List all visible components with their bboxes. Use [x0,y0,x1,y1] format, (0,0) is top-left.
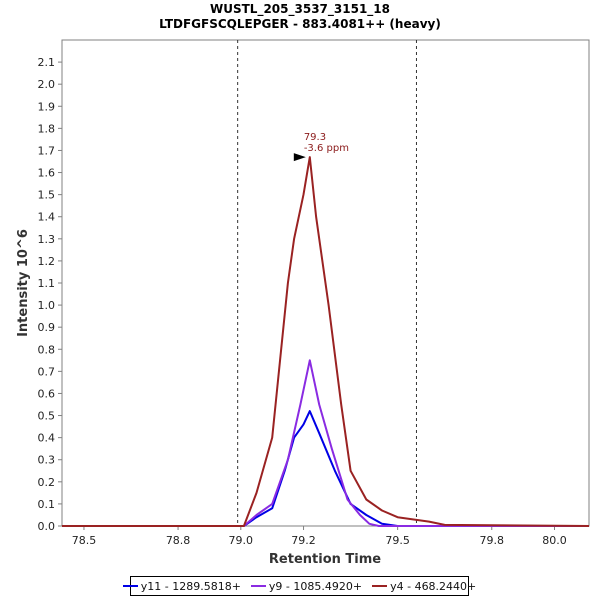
x-tick-label: 78.5 [72,534,97,547]
y-tick-label: 1.1 [38,277,56,290]
legend-swatch-y11 [122,585,138,587]
x-tick-label: 78.8 [166,534,191,547]
y-tick-label: 2.0 [38,78,56,91]
x-axis: 78.5 78.8 79.0 79.2 79.5 79.8 80.0 [72,526,567,547]
series-line-1 [62,359,589,527]
y-tick-label: 1.0 [38,299,56,312]
y-tick-label: 0.1 [38,498,56,511]
peak-annotation-line: 79.3 [304,132,326,143]
series-layer [62,156,590,527]
chart-legend: y11 - 1289.5818+ y9 - 1085.4920+ y4 - 46… [122,576,476,596]
y-tick-label: 0.2 [38,476,56,489]
y-axis: 0.0 0.1 0.2 0.3 0.4 0.5 0.6 0.7 0.8 0.9 1.0 1.1 1.2 1… [38,56,62,533]
y-tick-label: 0.0 [38,520,56,533]
series-line-0 [62,410,589,527]
y-tick-label: 0.6 [38,387,56,400]
y-tick-label: 0.9 [38,321,56,334]
y-tick-label: 1.9 [38,100,56,113]
y-tick-label: 0.5 [38,410,56,423]
peak-annotation-line: -3.6 ppm [304,143,349,154]
chart-subtitle: LTDFGFSCQLEPGER - 883.4081++ (heavy) [159,17,441,31]
x-tick-label: 79.0 [229,534,254,547]
legend-item-y9: y9 - 1085.4920+ [250,579,363,593]
legend-item-y11: y11 - 1289.5818+ [122,579,241,593]
annotation-layer: 79.3-3.6 ppm [293,132,349,162]
x-tick-label: 79.5 [385,534,410,547]
legend-swatch-y9 [250,585,266,587]
legend-label-y4: y4 - 468.2440+ [390,579,477,593]
y-tick-label: 2.1 [38,56,56,69]
y-tick-label: 1.6 [38,167,56,180]
series-line-2 [62,156,590,527]
y-tick-label: 1.2 [38,255,56,268]
y-tick-label: 1.4 [38,211,56,224]
legend-label-y11: y11 - 1289.5818+ [140,579,241,593]
peak-marker-arrow [293,153,306,162]
legend-item-y4: y4 - 468.2440+ [372,580,476,593]
x-tick-label: 79.2 [291,534,316,547]
y-tick-label: 0.7 [38,365,56,378]
y-tick-label: 1.8 [38,122,56,135]
y-tick-label: 0.8 [38,343,56,356]
legend-label-y9: y9 - 1085.4920+ [268,579,363,593]
y-tick-label: 0.4 [38,432,56,445]
chart-title: WUSTL_205_3537_3151_18 [210,2,390,17]
y-tick-label: 1.5 [38,189,56,202]
x-axis-title: Retention Time [269,552,381,567]
y-axis-title: Intensity 10^6 [16,229,31,337]
y-tick-label: 1.3 [38,233,56,246]
y-tick-label: 0.3 [38,454,56,467]
y-tick-label: 1.7 [38,144,56,157]
legend-swatch-y4 [372,585,388,587]
peak-boundaries [237,40,417,526]
x-tick-label: 79.8 [480,534,505,547]
x-tick-label: 80.0 [542,534,567,547]
